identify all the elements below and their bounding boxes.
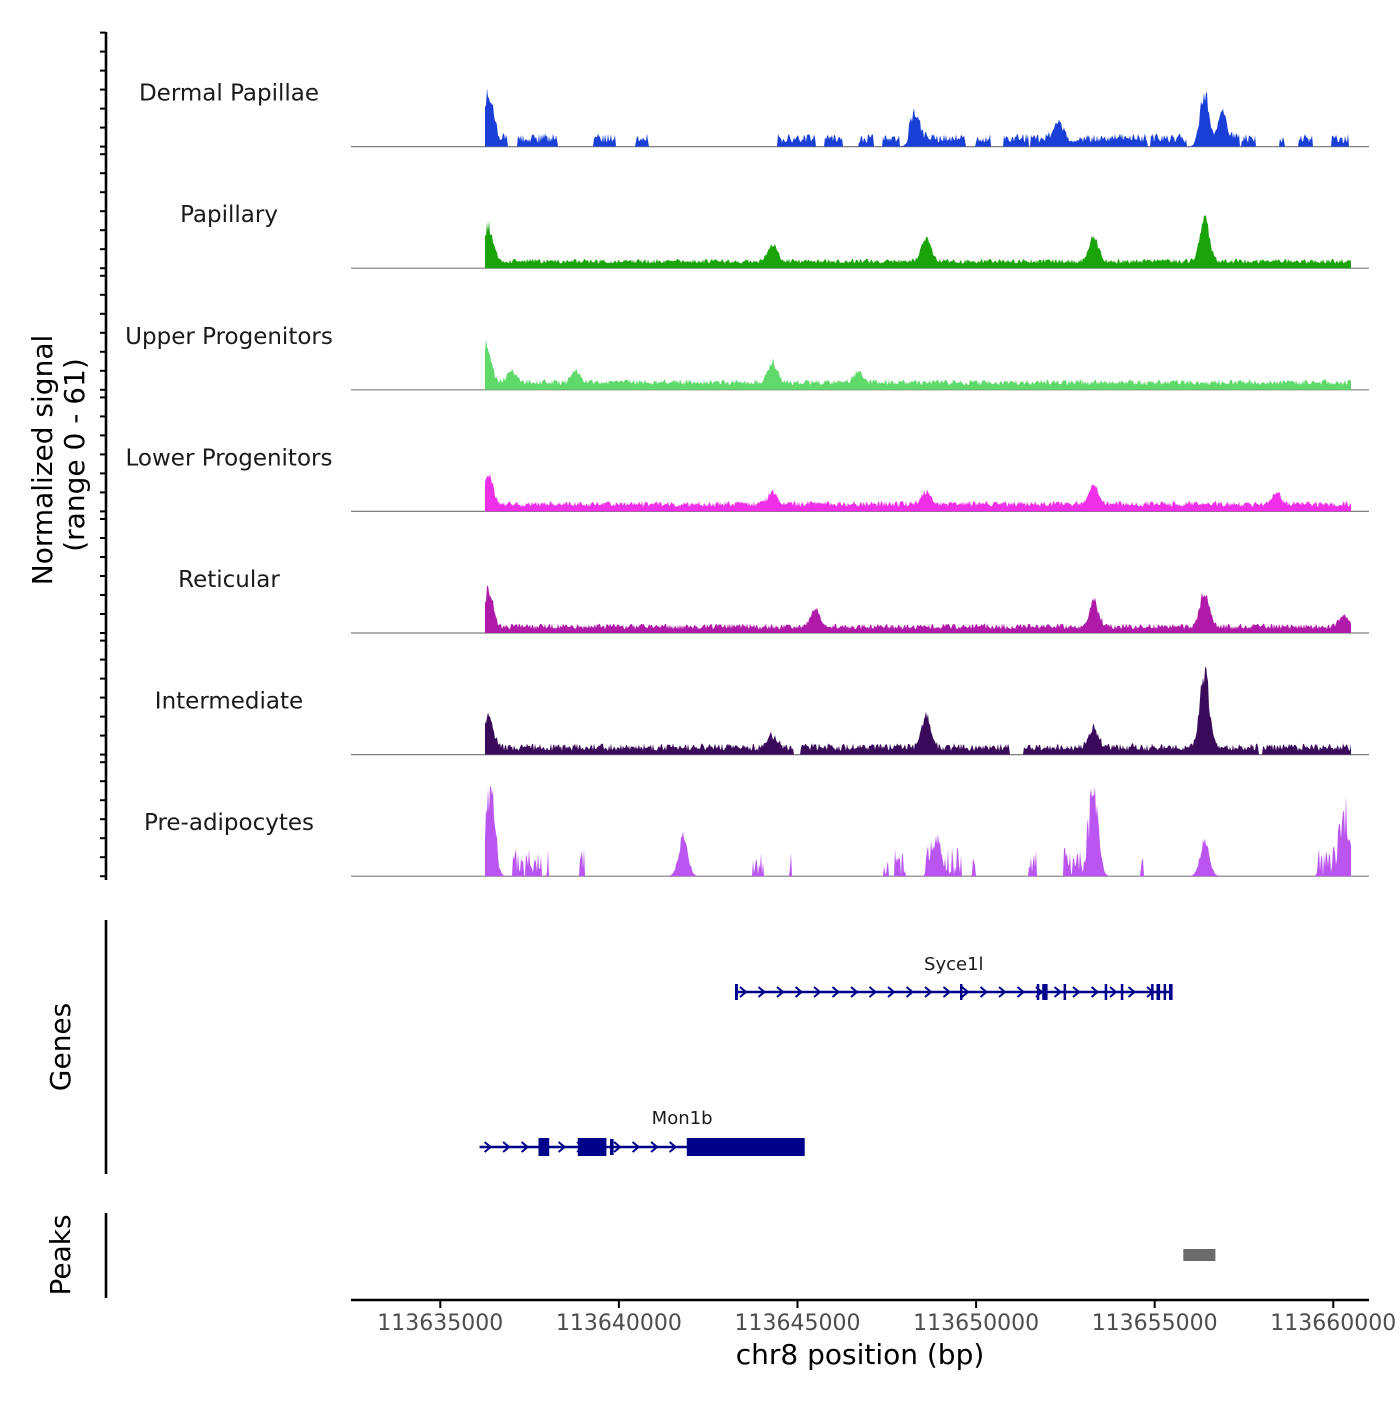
- signal-y-axis: [100, 31, 108, 880]
- signal-ylabel-range: (range 0 - 61): [58, 358, 91, 552]
- track-lower-progenitors: Lower Progenitors: [126, 445, 1369, 512]
- track-label: Lower Progenitors: [126, 445, 333, 471]
- strand-arrow: [650, 1141, 659, 1153]
- strand-arrow: [631, 1141, 641, 1153]
- gene-label: Mon1b: [652, 1108, 713, 1129]
- strand-arrow: [887, 986, 896, 998]
- gene-exon: [1063, 984, 1067, 1000]
- strand-arrow: [850, 986, 859, 998]
- genes-ylabel: Genes: [44, 1003, 77, 1091]
- gene-exon: [1104, 984, 1108, 1000]
- track-label: Reticular: [178, 567, 280, 593]
- track-label: Upper Progenitors: [125, 324, 333, 350]
- gene-exon: [1120, 984, 1124, 1000]
- track-label: Papillary: [180, 202, 278, 228]
- strand-arrow: [557, 1141, 567, 1153]
- track-signal-area: [485, 473, 1351, 512]
- strand-arrow: [868, 986, 878, 998]
- x-tick-label: 113645000: [734, 1311, 860, 1336]
- strand-arrow: [757, 986, 767, 998]
- gene-exon: [610, 1139, 614, 1155]
- gene-syce1l: Syce1l: [734, 954, 1173, 1000]
- track-signal-area: [485, 585, 1351, 633]
- strand-arrow: [998, 986, 1007, 998]
- gene-exon: [960, 984, 963, 1000]
- x-tick-label: 113635000: [377, 1311, 503, 1336]
- strand-arrow: [520, 1141, 530, 1153]
- gene-exon: [577, 1138, 607, 1156]
- gene-exon: [686, 1138, 805, 1156]
- x-tick-label: 113640000: [556, 1311, 682, 1336]
- strand-arrow: [961, 986, 970, 998]
- gene-exon: [1169, 984, 1173, 1000]
- strand-arrow: [942, 986, 952, 998]
- track-reticular: Reticular: [178, 567, 1369, 634]
- signal-tracks: Dermal Papillae Papillary Upper Progenitor…: [125, 81, 1369, 877]
- peak-region: [1183, 1249, 1216, 1261]
- track-dermal-papillae: Dermal Papillae: [139, 81, 1369, 148]
- x-tick-label: 113660000: [1270, 1311, 1396, 1336]
- x-tick-label: 113650000: [913, 1311, 1039, 1336]
- track-label: Pre-adipocytes: [144, 810, 314, 836]
- strand-arrow: [1127, 986, 1137, 998]
- strand-arrow: [924, 986, 933, 998]
- track-signal-area: [485, 666, 1351, 755]
- gene-exon: [1036, 984, 1040, 1000]
- strand-arrow: [813, 986, 822, 998]
- gene-label: Syce1l: [924, 954, 984, 975]
- track-pre-adipocytes: Pre-adipocytes: [144, 786, 1369, 877]
- track-label: Intermediate: [155, 689, 303, 715]
- signal-ylabel: Normalized signal: [26, 335, 59, 586]
- strand-arrow: [502, 1141, 511, 1153]
- gene-exon: [538, 1138, 550, 1156]
- track-intermediate: Intermediate: [155, 666, 1369, 756]
- gene-exon: [1163, 984, 1167, 1000]
- strand-arrow: [613, 1141, 622, 1153]
- strand-arrow: [668, 1141, 678, 1153]
- x-tick-label: 113655000: [1092, 1311, 1218, 1336]
- gene-exon: [735, 984, 738, 1000]
- gene-track: Syce1l Mon1b: [479, 954, 1173, 1156]
- track-label: Dermal Papillae: [139, 81, 319, 107]
- strand-arrow: [1109, 986, 1118, 998]
- track-signal-area: [485, 88, 1351, 147]
- peak-track: [1183, 1249, 1216, 1261]
- peaks-ylabel: Peaks: [44, 1214, 77, 1295]
- strand-arrow: [776, 986, 785, 998]
- track-signal-area: [485, 339, 1351, 390]
- strand-arrow: [794, 986, 804, 998]
- track-papillary: Papillary: [180, 202, 1369, 269]
- gene-exon: [1151, 984, 1154, 1000]
- track-upper-progenitors: Upper Progenitors: [125, 324, 1369, 391]
- track-signal-area: [485, 215, 1351, 269]
- strand-arrow: [739, 986, 748, 998]
- x-axis-title: chr8 position (bp): [736, 1338, 985, 1371]
- strand-arrow: [1053, 986, 1063, 998]
- strand-arrow: [831, 986, 841, 998]
- track-signal-area: [485, 786, 1351, 877]
- x-axis: 113635000 113640000 113645000 113650000 1136…: [351, 1298, 1396, 1336]
- strand-arrow: [905, 986, 915, 998]
- strand-arrow: [1016, 986, 1026, 998]
- strand-arrow: [483, 1141, 493, 1153]
- gene-exon: [1156, 984, 1161, 1000]
- gene-exon: [1042, 984, 1048, 1000]
- strand-arrow: [1072, 986, 1081, 998]
- strand-arrow: [1090, 986, 1100, 998]
- strand-arrow: [979, 986, 989, 998]
- gene-mon1b: Mon1b: [479, 1108, 805, 1156]
